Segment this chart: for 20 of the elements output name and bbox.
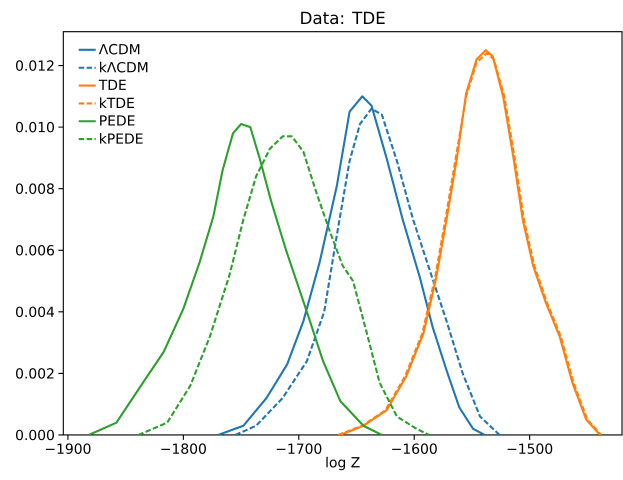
x-tick-label: −1500 bbox=[508, 443, 552, 454]
legend-label: kPEDE bbox=[100, 133, 143, 144]
legend-label: ΛCDM bbox=[98, 44, 140, 54]
x-tick-label: −1700 bbox=[276, 443, 322, 454]
legend-label: PEDE bbox=[100, 115, 135, 126]
x-tick-label: −1800 bbox=[161, 443, 206, 454]
legend-label: TDE bbox=[98, 80, 126, 90]
y-tick-label: 0.010 bbox=[16, 122, 54, 132]
y-tick-label: 0.002 bbox=[16, 368, 54, 379]
legend-label: kΛCDM bbox=[100, 62, 148, 72]
chart-title: Data: TDE bbox=[301, 12, 385, 24]
y-tick-label: 0.012 bbox=[16, 60, 54, 71]
x-tick-label: −1900 bbox=[46, 443, 91, 454]
y-tick-label: 0.004 bbox=[16, 306, 54, 318]
y-tick-label: 0.006 bbox=[16, 245, 54, 256]
x-tick-label: −1600 bbox=[392, 443, 437, 454]
y-tick-label: 0.000 bbox=[16, 430, 54, 440]
y-tick-label: 0.008 bbox=[16, 183, 54, 194]
legend-label: kTDE bbox=[100, 97, 134, 108]
x-axis-title: log Z bbox=[326, 456, 360, 470]
